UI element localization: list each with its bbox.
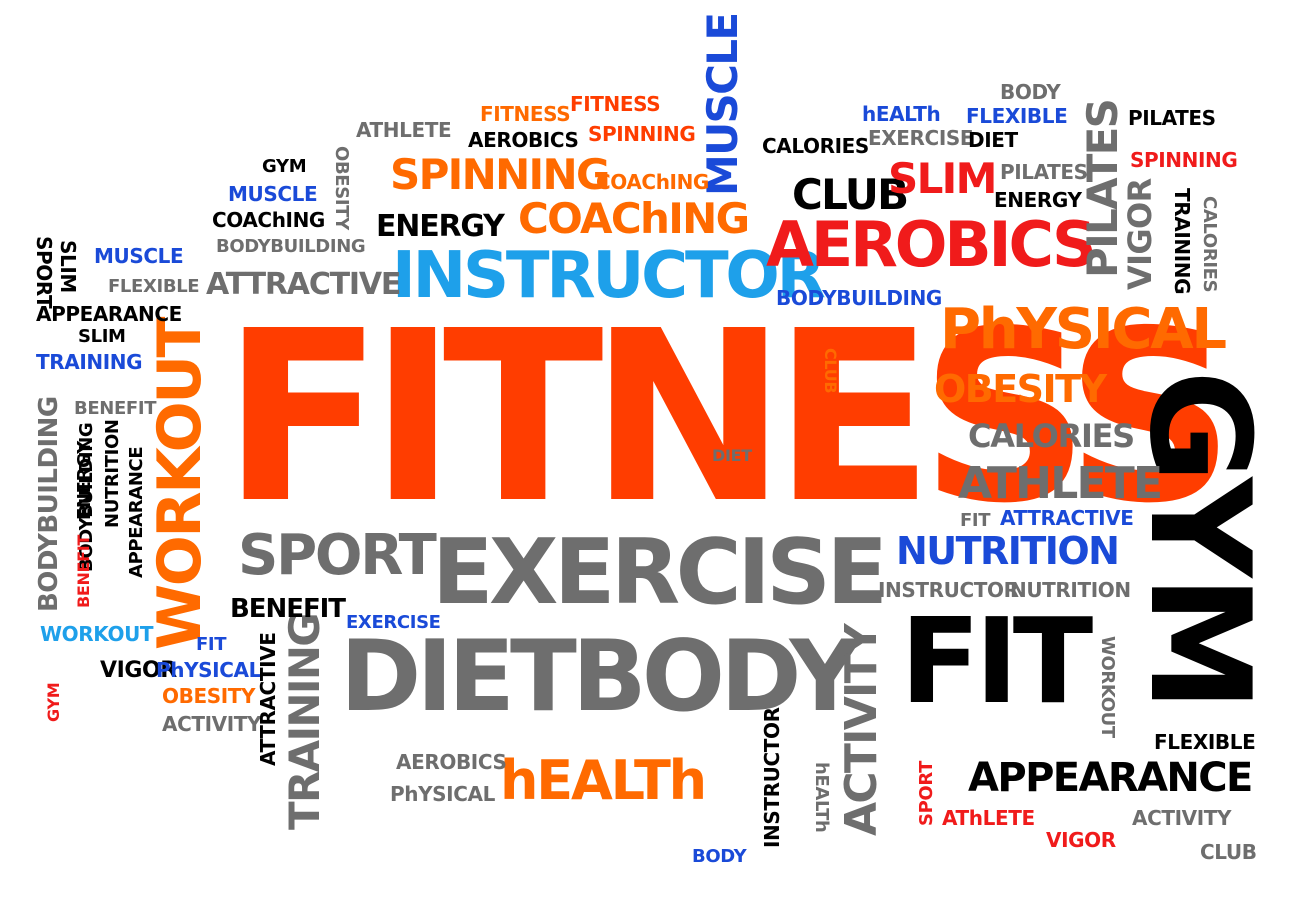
word-calories-small-black: CALORIES: [762, 134, 869, 158]
word-health-small-blue: hEALTh: [862, 102, 941, 126]
word-instructor-vertical-black: INSTRUCTOR: [760, 707, 784, 848]
word-nutrition-small-gray: NUTRITION: [1010, 578, 1131, 602]
word-appearance-large: APPEARANCE: [968, 755, 1253, 801]
word-muscle-vertical-large: MUSCLE: [698, 13, 747, 196]
word-activity-large: ACTIVITY: [836, 625, 887, 836]
word-sport-vertical-left: SPORT: [32, 236, 56, 309]
word-flexible-small-left: FLEXIBLE: [108, 276, 200, 297]
word-slim-medium: SLIM: [888, 154, 997, 203]
word-exercise-small-blue: EXERCISE: [346, 612, 441, 633]
word-benefit-small-gray: BENEFIT: [74, 398, 157, 419]
word-obesity-medium: OBESITY: [934, 367, 1107, 411]
word-health-vertical-gray: hEALTh: [811, 762, 832, 833]
word-energy-vertical-black: ENERGY: [74, 441, 95, 520]
word-gym-small-top: GYM: [262, 156, 307, 177]
word-workout-vertical-gray: WORKOUT: [1097, 636, 1118, 738]
word-fit-small-gray: FIT: [960, 510, 991, 531]
word-training-vertical-small: TRAINING: [1170, 188, 1194, 295]
word-slim-vertical-left: SLIM: [56, 240, 80, 293]
word-athlete-medium: ATHLETE: [958, 458, 1163, 509]
word-dietbody-large: DIETBODY: [340, 620, 860, 734]
word-nutrition-medium: NUTRITION: [896, 529, 1120, 573]
word-energy-small-black: ENERGY: [994, 188, 1082, 212]
word-diet-small-gray: DIET: [712, 446, 752, 465]
word-physical-small-blue: PhYSICAL: [156, 658, 261, 682]
word-health-large: hEALTh: [500, 749, 707, 812]
word-fitness-small-1: FITNESS: [480, 102, 571, 126]
word-slim-small-left: SLIM: [78, 326, 126, 347]
word-attractive-small-blue: ATTRACTIVE: [1000, 506, 1134, 530]
word-athlete-small-red: AThLETE: [942, 806, 1035, 830]
word-fit-small-blue: FIT: [196, 634, 227, 655]
word-aerobics-small-top: AEROBICS: [468, 128, 579, 152]
word-pilates-vertical: PILATES: [1078, 99, 1127, 278]
word-club-vertical-small: CLUB: [821, 348, 840, 394]
word-club-small-gray-right: CLUB: [1200, 840, 1257, 864]
word-physical-small-gray: PhYSICAL: [390, 782, 495, 806]
word-activity-small-gray-right: ACTIVITY: [1132, 806, 1232, 830]
word-flexible-black: FLEXIBLE: [1154, 730, 1256, 754]
word-calories-medium: CALORIES: [968, 417, 1135, 455]
word-bodybuilding-blue: BODYBUILDING: [776, 286, 942, 310]
word-obesity-vertical-small: OBESITY: [331, 146, 352, 230]
word-sport-large: SPORT: [238, 523, 437, 588]
word-attractive-gray: ATTRACTIVE: [206, 267, 401, 302]
word-club-medium: CLUB: [792, 170, 909, 219]
word-bodybuilding-vertical-left: BODYBUILDING: [34, 396, 64, 612]
word-coaching-small-left: COAChING: [212, 208, 325, 232]
word-vigor-small-red: VIGOR: [1046, 828, 1116, 852]
word-fitness-large: FITNESS: [222, 280, 1235, 555]
word-sport-vertical-red: SPORT: [916, 761, 937, 826]
word-fitness-small-2: FITNESS: [570, 92, 661, 116]
word-benefit-black: BENEFIT: [230, 594, 346, 624]
word-physical-large: PhYSICAL: [940, 297, 1227, 362]
word-vigor-black: VIGOR: [100, 658, 177, 683]
word-workout-large: WORKOUT: [145, 318, 215, 650]
word-coaching-small-orange: COAChING: [596, 170, 709, 194]
word-pilates-small-black: PILATES: [1128, 106, 1216, 130]
word-exercise-small-gray: EXERCISE: [868, 126, 974, 150]
word-muscle-small-left: MUSCLE: [94, 244, 184, 268]
word-workout-small-blue: WORKOUT: [40, 622, 154, 646]
word-body-small-gray: BODY: [1000, 80, 1061, 104]
word-attractive-vertical-black: ATTRACTIVE: [256, 632, 280, 766]
word-muscle-small-top: MUSCLE: [228, 182, 318, 206]
word-activity-small-gray: ACTIVITY: [162, 712, 262, 736]
word-exercise-large: EXERCISE: [432, 520, 888, 625]
word-fit-large: FIT: [900, 592, 1093, 730]
word-vigor-vertical: VIGOR: [1121, 178, 1159, 290]
word-gym-vertical-red: GYM: [44, 682, 63, 722]
word-spinning-small-red: SPINNING: [1130, 148, 1238, 172]
word-obesity-small-orange: OBESITY: [162, 684, 256, 708]
word-gym-large: GYM: [1119, 370, 1280, 710]
word-energy-medium: ENERGY: [376, 209, 505, 244]
word-instructor-large: INSTRUCTOR: [392, 239, 826, 313]
word-instructor-small-gray: INSTRUCTOR: [878, 578, 1019, 602]
word-training-large: TRAINING: [280, 613, 329, 830]
word-nutrition-vertical-black: NUTRITION: [102, 419, 123, 528]
word-diet-small-black: DIET: [968, 128, 1018, 152]
word-pilates-small-gray: PILATES: [1000, 160, 1088, 184]
word-athlete-small-top: ATHLETE: [356, 118, 452, 142]
word-training-small-left: TRAINING: [36, 350, 143, 374]
word-aerobics-large: AEROBICS: [766, 208, 1097, 281]
word-benefit-vertical-red: BENEFIT: [74, 534, 93, 608]
word-bodybuilding-small-left: BODYBUILDING: [216, 236, 366, 257]
word-aerobics-small-gray: AEROBICS: [396, 750, 507, 774]
word-appearance-vertical-black: APPEARANCE: [126, 446, 147, 578]
word-spinning-small-top: SPINNING: [588, 122, 696, 146]
word-calories-vertical-small: CALORIES: [1199, 196, 1220, 293]
word-flexible-small-blue: FLEXIBLE: [966, 104, 1068, 128]
word-body-small-blue: BODY: [692, 846, 747, 867]
word-spinning-medium: SPINNING: [390, 150, 610, 199]
word-coaching-medium: COAChING: [518, 194, 750, 243]
word-appearance-small-left: APPEARANCE: [36, 302, 182, 326]
